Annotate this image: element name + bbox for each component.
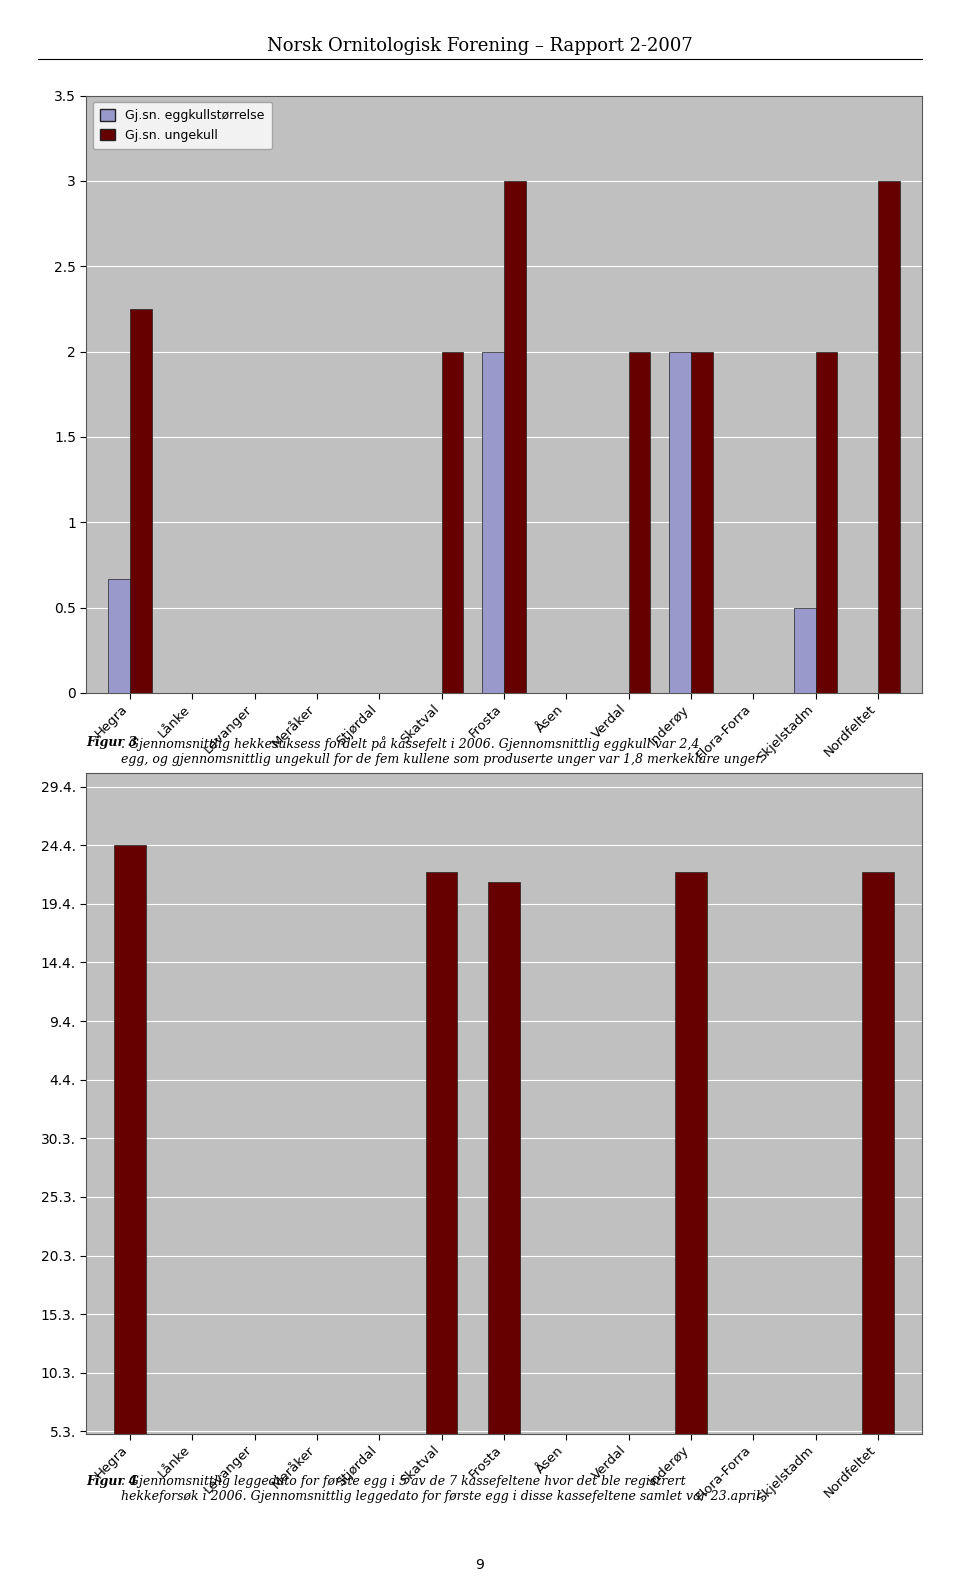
Bar (426, 873, 457, 1489)
Bar (114, 846, 146, 1489)
Bar (489, 881, 519, 1489)
Bar (108, 578, 130, 693)
Text: . Gjennomsnittlig leggedato for første egg i 5 av de 7 kassefeltene hvor det ble: . Gjennomsnittlig leggedato for første e… (121, 1475, 764, 1504)
Text: Figur 3: Figur 3 (86, 736, 137, 749)
Bar (862, 873, 894, 1489)
Bar (676, 873, 707, 1489)
Bar (691, 352, 712, 693)
Bar (794, 607, 816, 693)
Bar (130, 309, 152, 693)
Text: Norsk Ornitologisk Forening – Rapport 2-2007: Norsk Ornitologisk Forening – Rapport 2-… (267, 37, 693, 54)
Bar (669, 352, 691, 693)
Bar (482, 352, 504, 693)
Bar (504, 182, 526, 693)
Bar (878, 182, 900, 693)
Bar (816, 352, 837, 693)
Text: 9: 9 (475, 1558, 485, 1572)
Text: . Gjennomsnittlig hekkesuksess fordelt på kassefelt i 2006. Gjennomsnittlig eggk: . Gjennomsnittlig hekkesuksess fordelt p… (121, 736, 764, 766)
Legend: Gj.sn. eggkullstørrelse, Gj.sn. ungekull: Gj.sn. eggkullstørrelse, Gj.sn. ungekull (93, 102, 272, 150)
Text: Figur 4: Figur 4 (86, 1475, 137, 1488)
Bar (629, 352, 651, 693)
Bar (442, 352, 464, 693)
